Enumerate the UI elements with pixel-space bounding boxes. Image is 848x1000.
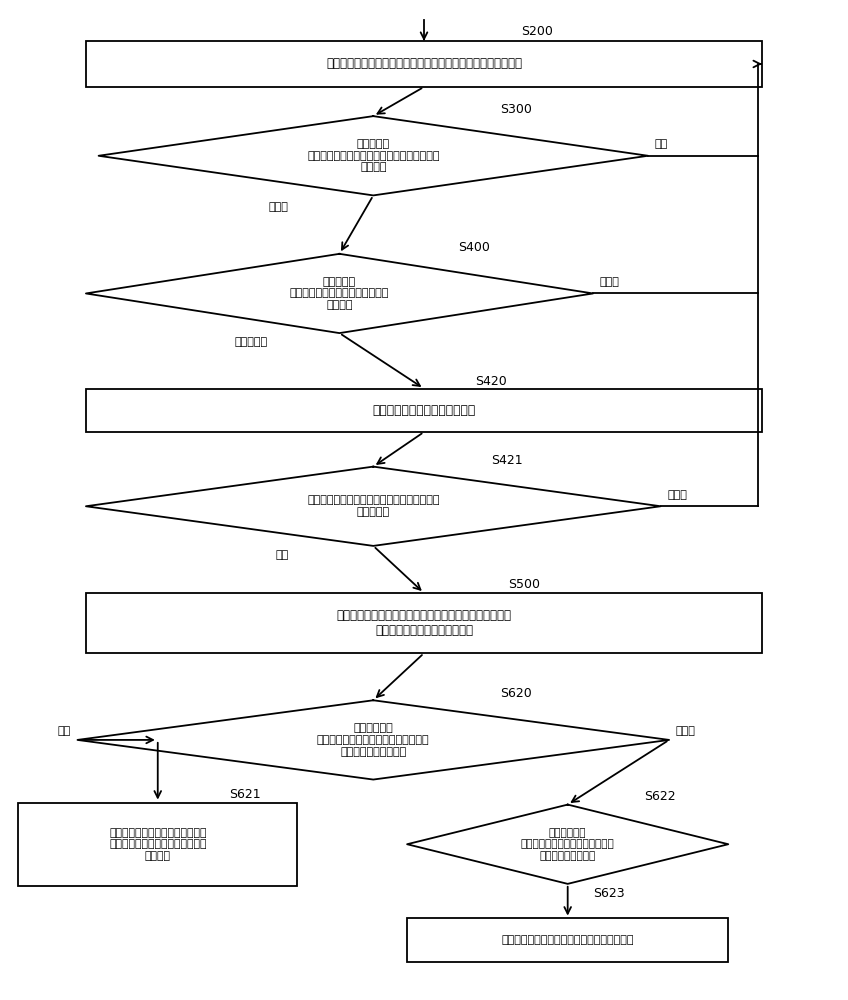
Text: 判断新增空闲
区域的位置信息是否包括在未进行
作业的同一子区域中: 判断新增空闲 区域的位置信息是否包括在未进行 作业的同一子区域中: [521, 828, 615, 861]
Text: 未结束: 未结束: [269, 202, 289, 212]
Polygon shape: [86, 254, 593, 333]
Text: 将所述新增空闲区域的位置信息与
未被作业的相邻子区域进行组合，
重新分割: 将所述新增空闲区域的位置信息与 未被作业的相邻子区域进行组合， 重新分割: [109, 828, 207, 861]
Bar: [86, 389, 762, 432]
Text: 不相邻: 不相邻: [676, 726, 695, 736]
Text: 结束: 结束: [655, 139, 668, 149]
Text: S420: S420: [475, 375, 506, 388]
Text: S400: S400: [458, 241, 489, 254]
Text: S200: S200: [522, 25, 553, 38]
Text: S621: S621: [230, 788, 261, 801]
Text: 根据机器人待作业区域的地图信息，分割的多个子区域进行作业: 根据机器人待作业区域的地图信息，分割的多个子区域进行作业: [326, 57, 522, 70]
Text: 根据机器人
的当前位置信息点判断机器人在前子区域作业
是否结束: 根据机器人 的当前位置信息点判断机器人在前子区域作业 是否结束: [307, 139, 439, 172]
Text: 超过: 超过: [276, 550, 289, 560]
Bar: [407, 918, 728, 962]
Polygon shape: [77, 700, 669, 780]
Text: 在当前位置
信息点判断所述地图信息中的环境
变化状态: 在当前位置 信息点判断所述地图信息中的环境 变化状态: [290, 277, 389, 310]
Bar: [86, 593, 762, 653]
Text: 获取所述新增空闲区域位置信息: 获取所述新增空闲区域位置信息: [372, 404, 476, 417]
Bar: [86, 41, 762, 87]
Text: 新增障碍物: 新增障碍物: [235, 337, 268, 347]
Text: S500: S500: [509, 578, 540, 591]
Text: 将进行未完成作业的子区域进行再次进行分割: 将进行未完成作业的子区域进行再次进行分割: [501, 935, 634, 945]
Text: S300: S300: [500, 103, 532, 116]
Polygon shape: [86, 467, 661, 546]
Text: 根据新增空闲
区域的位置信息判断是否与地图信息中
未被作业的子区域相邻: 根据新增空闲 区域的位置信息判断是否与地图信息中 未被作业的子区域相邻: [317, 723, 430, 757]
Polygon shape: [407, 805, 728, 884]
Text: S623: S623: [593, 887, 625, 900]
Text: 未变化: 未变化: [600, 277, 620, 287]
Text: S622: S622: [644, 790, 675, 803]
Text: S620: S620: [500, 687, 532, 700]
Text: S421: S421: [492, 454, 523, 467]
Text: 相邻: 相邻: [58, 726, 70, 736]
Text: 根据所述新增空闲区域的位置信息判断是否超
过新增阈值: 根据所述新增空闲区域的位置信息判断是否超 过新增阈值: [307, 495, 439, 517]
Polygon shape: [98, 116, 648, 195]
Text: 未超过: 未超过: [667, 490, 687, 500]
Bar: [19, 803, 297, 886]
Text: 获取发生变化的位置信息点，在所述地图信息中滤除机器
人已作业过的地图子区域信息；: 获取发生变化的位置信息点，在所述地图信息中滤除机器 人已作业过的地图子区域信息；: [337, 609, 511, 637]
